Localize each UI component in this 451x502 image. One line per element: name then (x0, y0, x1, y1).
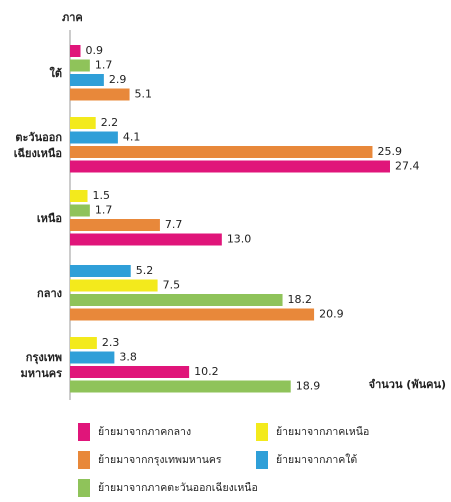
category-label: มหานคร (21, 367, 63, 380)
bar (70, 380, 291, 393)
bar (70, 219, 160, 231)
value-label: 20.9 (319, 308, 344, 321)
legend-swatch (256, 423, 268, 441)
bar (70, 308, 315, 321)
category-label: กลาง (37, 287, 62, 300)
value-label: 2.3 (102, 336, 120, 349)
bar (70, 160, 390, 173)
bar (70, 233, 222, 246)
bar (70, 204, 90, 217)
bar (70, 337, 97, 349)
bar (70, 131, 118, 144)
category-label: เฉียงเหนือ (14, 147, 62, 160)
value-label: 10.2 (194, 365, 219, 378)
legend-swatch (78, 423, 90, 441)
bar (70, 88, 130, 101)
y-axis-label: ภาค (62, 11, 83, 24)
legend-label: ย้ายมาจากกรุงเทพมหานคร (98, 454, 222, 466)
x-axis-label: จำนวน (พันคน) (369, 378, 446, 391)
bar (70, 117, 96, 129)
value-label: 4.1 (123, 131, 141, 144)
bar (70, 265, 131, 277)
bar (70, 190, 88, 202)
legend-swatch (78, 451, 90, 469)
bar (70, 74, 104, 86)
value-label: 5.2 (136, 264, 154, 277)
value-label: 13.0 (227, 233, 252, 246)
value-label: 25.9 (377, 145, 402, 158)
value-label: 27.4 (395, 160, 420, 173)
value-label: 1.7 (95, 59, 113, 72)
legend-label: ย้ายมาจากภาคตะวันออกเฉียงเหนือ (98, 481, 258, 494)
value-label: 18.2 (288, 293, 313, 306)
category-label: กรุงเทพ (26, 351, 62, 365)
value-label: 1.5 (93, 189, 111, 202)
legend-label: ย้ายมาจากภาคใต้ (276, 453, 357, 466)
bar (70, 45, 81, 57)
bar (70, 351, 115, 364)
value-label: 18.9 (296, 380, 321, 393)
bar (70, 294, 283, 306)
legend-swatch (78, 479, 90, 497)
legend-label: ย้ายมาจากภาคกลาง (98, 426, 191, 438)
bar (70, 59, 90, 72)
value-label: 5.1 (135, 88, 153, 101)
value-label: 7.7 (165, 218, 183, 231)
value-label: 2.9 (109, 73, 127, 86)
bar (70, 366, 190, 378)
category-label: เหนือ (37, 212, 62, 225)
category-label: ตะวันออก (15, 131, 62, 144)
category-label: ใต้ (49, 66, 62, 80)
bar (70, 146, 373, 158)
value-label: 0.9 (86, 44, 104, 57)
value-label: 1.7 (95, 204, 113, 217)
legend-label: ย้ายมาจากภาคเหนือ (276, 425, 369, 438)
value-label: 7.5 (163, 279, 181, 292)
legend-swatch (256, 451, 268, 469)
bar (70, 279, 158, 292)
value-label: 2.2 (101, 116, 119, 129)
value-label: 3.8 (119, 351, 137, 364)
